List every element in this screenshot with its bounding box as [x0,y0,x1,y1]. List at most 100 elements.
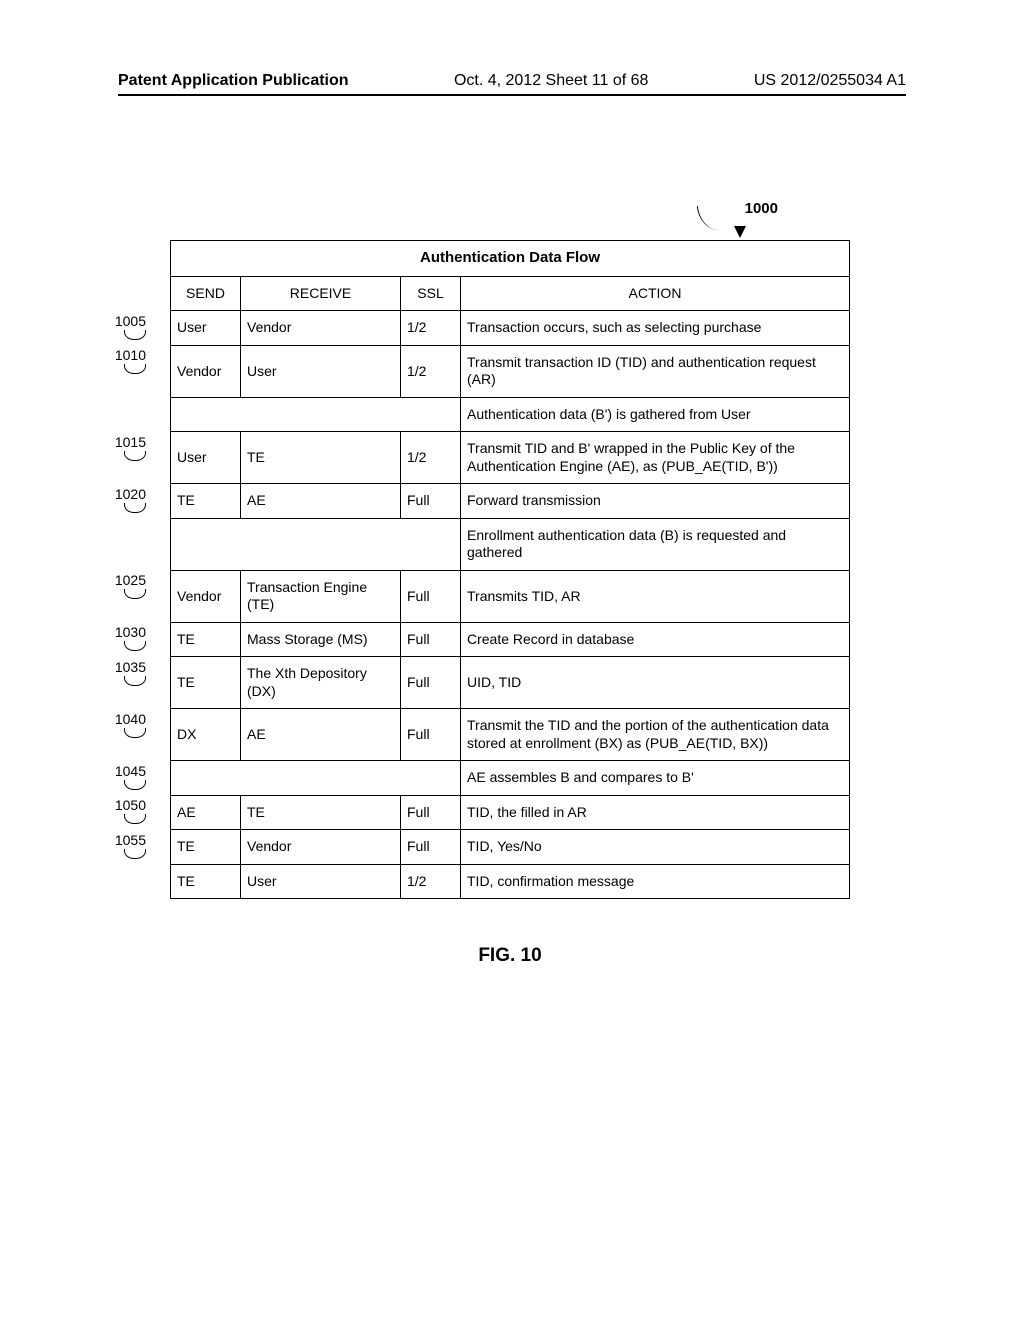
cell-receive: TE [241,795,401,830]
cell-action: Transmit transaction ID (TID) and authen… [461,345,850,397]
row-reference-number: 1005 [114,313,146,329]
authentication-data-flow-table: Authentication Data Flow SEND RECEIVE SS… [170,240,850,899]
leader-tick-icon [124,589,146,599]
table-row: AE assembles B and compares to B' [171,761,850,796]
row-reference-label: 1010 [114,347,146,374]
table-header-row: SEND RECEIVE SSL ACTION [171,276,850,311]
row-reference-number: 1045 [114,763,146,779]
leader-tick-icon [124,364,146,374]
row-reference-number: 1050 [114,797,146,813]
cell-action: Create Record in database [461,622,850,657]
col-header-ssl: SSL [401,276,461,311]
cell-ssl: Full [401,657,461,709]
cell-action: Forward transmission [461,484,850,519]
cell-send: User [171,311,241,346]
cell-receive: User [241,345,401,397]
table-row: Enrollment authentication data (B) is re… [171,518,850,570]
cell-send: TE [171,830,241,865]
table-with-labels: 1005101010151020102510301035104010451050… [170,240,850,899]
cell-action: Authentication data (B') is gathered fro… [461,397,850,432]
leader-tick-icon [124,849,146,859]
row-reference-label: 1025 [114,572,146,599]
merged-empty-cell [171,761,461,796]
row-reference-number: 1040 [114,711,146,727]
cell-action: AE assembles B and compares to B' [461,761,850,796]
table-row: AETEFullTID, the filled in AR [171,795,850,830]
col-header-receive: RECEIVE [241,276,401,311]
table-row: UserVendor1/2Transaction occurs, such as… [171,311,850,346]
figure-caption: FIG. 10 [170,945,850,967]
cell-action: Transmits TID, AR [461,570,850,622]
page-header: Patent Application Publication Oct. 4, 2… [118,72,906,96]
cell-ssl: 1/2 [401,311,461,346]
cell-action: Transaction occurs, such as selecting pu… [461,311,850,346]
leader-tick-icon [124,676,146,686]
cell-receive: Mass Storage (MS) [241,622,401,657]
cell-ssl: Full [401,622,461,657]
row-reference-label: 1030 [114,624,146,651]
cell-send: TE [171,657,241,709]
cell-ssl: Full [401,570,461,622]
cell-action: Transmit the TID and the portion of the … [461,709,850,761]
col-header-send: SEND [171,276,241,311]
header-right: US 2012/0255034 A1 [754,72,906,90]
header-center: Oct. 4, 2012 Sheet 11 of 68 [454,72,649,90]
cell-receive: TE [241,432,401,484]
row-reference-label: 1050 [114,797,146,824]
cell-ssl: Full [401,830,461,865]
cell-action: TID, confirmation message [461,864,850,899]
table-row: TEAEFullForward transmission [171,484,850,519]
table-row: Authentication data (B') is gathered fro… [171,397,850,432]
row-reference-number: 1030 [114,624,146,640]
row-reference-number: 1055 [114,832,146,848]
table-row: UserTE1/2Transmit TID and B' wrapped in … [171,432,850,484]
table-row: TEVendorFullTID, Yes/No [171,830,850,865]
leader-tick-icon [124,728,146,738]
figure-number-callout: 1000 [170,200,850,240]
cell-receive: AE [241,709,401,761]
table-row: DXAEFullTransmit the TID and the portion… [171,709,850,761]
table-row: TEMass Storage (MS)FullCreate Record in … [171,622,850,657]
leader-tick-icon [124,641,146,651]
cell-action: UID, TID [461,657,850,709]
table-title: Authentication Data Flow [171,241,850,277]
leader-tick-icon [124,780,146,790]
row-reference-number: 1035 [114,659,146,675]
row-reference-number: 1010 [114,347,146,363]
figure-container: 1000 10051010101510201025103010351040104… [170,200,850,967]
arrow-down-icon [734,226,746,238]
cell-send: AE [171,795,241,830]
row-reference-label: 1015 [114,434,146,461]
table-row: VendorUser1/2Transmit transaction ID (TI… [171,345,850,397]
leader-tick-icon [124,814,146,824]
cell-ssl: Full [401,484,461,519]
cell-ssl: 1/2 [401,864,461,899]
cell-ssl: 1/2 [401,345,461,397]
cell-receive: AE [241,484,401,519]
cell-receive: Vendor [241,830,401,865]
merged-empty-cell [171,397,461,432]
row-reference-number: 1020 [114,486,146,502]
cell-action: Transmit TID and B' wrapped in the Publi… [461,432,850,484]
cell-send: Vendor [171,570,241,622]
row-reference-label: 1055 [114,832,146,859]
cell-receive: Vendor [241,311,401,346]
cell-send: TE [171,484,241,519]
cell-send: DX [171,709,241,761]
cell-receive: Transaction Engine (TE) [241,570,401,622]
leader-tick-icon [124,503,146,513]
figure-number: 1000 [745,200,778,217]
table-title-row: Authentication Data Flow [171,241,850,277]
row-reference-label: 1020 [114,486,146,513]
cell-ssl: Full [401,795,461,830]
table-row: TEUser1/2TID, confirmation message [171,864,850,899]
merged-empty-cell [171,518,461,570]
cell-send: TE [171,864,241,899]
row-reference-label: 1040 [114,711,146,738]
table-row: VendorTransaction Engine (TE)FullTransmi… [171,570,850,622]
cell-send: TE [171,622,241,657]
table-row: TEThe Xth Depository (DX)FullUID, TID [171,657,850,709]
cell-ssl: 1/2 [401,432,461,484]
row-reference-label: 1035 [114,659,146,686]
cell-ssl: Full [401,709,461,761]
